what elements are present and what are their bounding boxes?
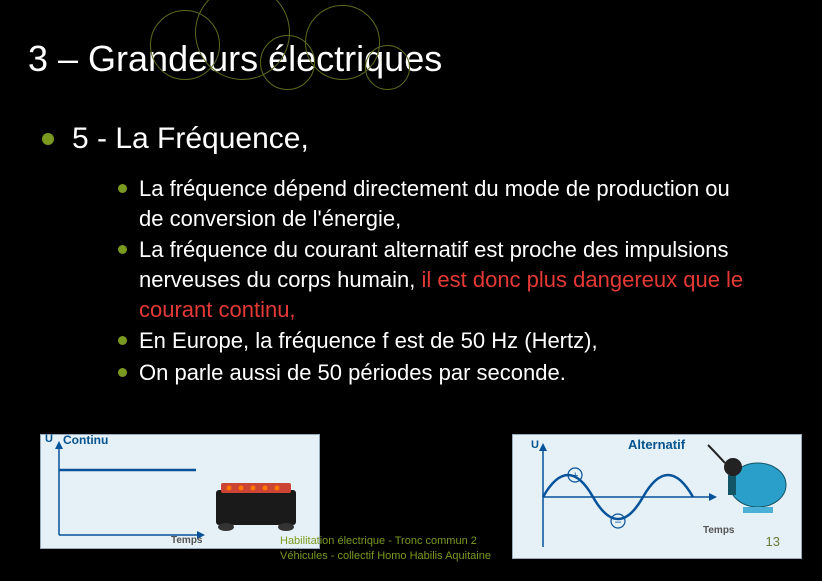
continu-graph [41,435,321,550]
subtitle: 5 - La Fréquence, [72,122,309,156]
bullet-icon [118,245,127,254]
bullet-icon [118,368,127,377]
temps-axis-label: Temps [171,535,203,546]
bullet-list: La fréquence dépend directement du mode … [118,174,748,388]
alternatif-graph: + – [513,435,803,560]
item-text: La fréquence dépend directement du mode … [139,176,730,231]
list-item: La fréquence dépend directement du mode … [118,174,748,233]
figure-alternatif: U Alternatif + – Temps [512,434,802,559]
bullet-icon [118,184,127,193]
footer-line1: Habilitation électrique - Tronc commun 2 [280,534,491,548]
footer: Habilitation électrique - Tronc commun 2… [280,534,491,563]
list-item: On parle aussi de 50 périodes par second… [118,358,748,388]
svg-text:–: – [615,516,622,528]
figure-continu: U Continu Temps [40,434,320,549]
svg-text:+: + [572,470,578,482]
figure-type-label: Alternatif [628,437,685,452]
slide-title: 3 – Grandeurs électriques [0,0,822,80]
item-text: En Europe, la fréquence f est de 50 Hz (… [139,328,598,353]
page-number: 13 [766,534,780,549]
u-axis-label: U [531,439,539,451]
figure-type-label: Continu [63,433,108,447]
list-item: La fréquence du courant alternatif est p… [118,235,748,324]
bullet-icon [42,133,54,145]
u-axis-label: U [45,433,53,445]
bullet-icon [118,336,127,345]
list-item: En Europe, la fréquence f est de 50 Hz (… [118,326,748,356]
temps-axis-label: Temps [703,525,735,536]
item-text: On parle aussi de 50 périodes par second… [139,360,566,385]
subtitle-row: 5 - La Fréquence, [42,122,822,156]
footer-line2: Véhicules - collectif Homo Habilis Aquit… [280,549,491,563]
